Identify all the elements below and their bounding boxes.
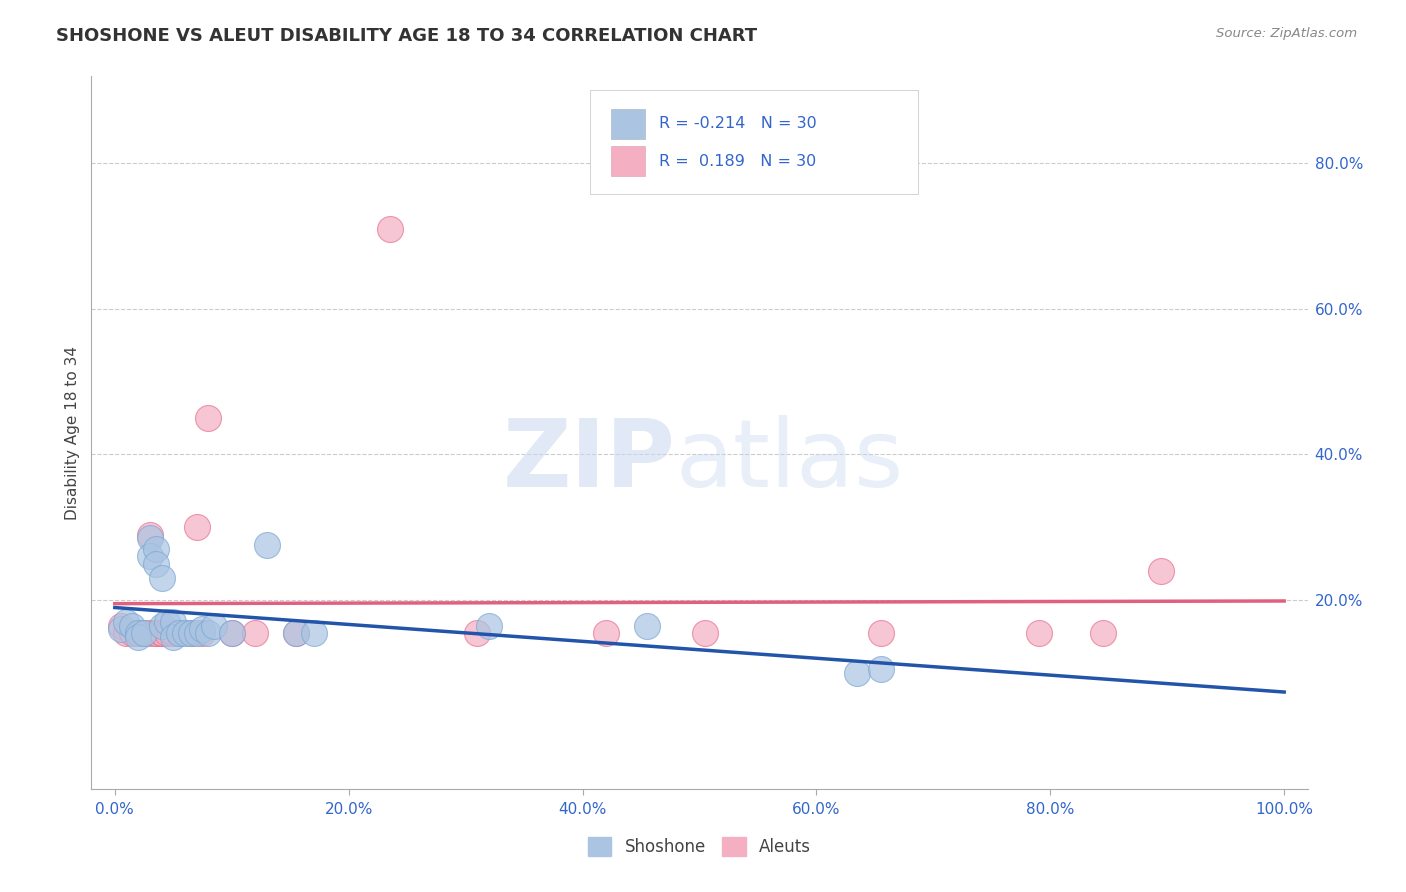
Point [186, 625, 208, 640]
Point [191, 622, 214, 636]
Point [139, 549, 162, 564]
Point [197, 625, 219, 640]
Point [167, 625, 190, 640]
Point [162, 630, 184, 644]
Point [174, 625, 197, 640]
Point [1091, 625, 1114, 640]
Point [121, 625, 143, 640]
Y-axis label: Disability Age 18 to 34: Disability Age 18 to 34 [65, 345, 80, 520]
Point [378, 221, 401, 235]
Text: Source: ZipAtlas.com: Source: ZipAtlas.com [1216, 27, 1357, 40]
Point [478, 618, 501, 632]
Point [285, 625, 308, 640]
Point [846, 665, 869, 680]
Point [110, 622, 132, 636]
Point [636, 618, 658, 632]
Point [202, 618, 225, 632]
Point [145, 542, 167, 557]
Point [1028, 625, 1050, 640]
Point [156, 625, 179, 640]
Point [869, 625, 891, 640]
Point [595, 625, 617, 640]
Point [145, 557, 167, 571]
Text: R =  0.189   N = 30: R = 0.189 N = 30 [659, 154, 817, 169]
Point [139, 625, 162, 640]
Point [127, 630, 149, 644]
Point [167, 625, 190, 640]
Bar [610, 109, 645, 138]
Point [221, 625, 243, 640]
Point [302, 625, 325, 640]
Point [191, 625, 214, 640]
Point [180, 625, 202, 640]
Point [256, 539, 278, 553]
Point [150, 625, 173, 640]
Text: ZIP: ZIP [502, 415, 675, 508]
Point [132, 625, 155, 640]
Point [150, 618, 173, 632]
Point [869, 662, 891, 676]
Bar [610, 146, 645, 177]
Point [145, 625, 167, 640]
Point [115, 625, 138, 640]
Text: SHOSHONE VS ALEUT DISABILITY AGE 18 TO 34 CORRELATION CHART: SHOSHONE VS ALEUT DISABILITY AGE 18 TO 3… [56, 27, 758, 45]
Legend: Shoshone, Aleuts: Shoshone, Aleuts [581, 830, 818, 863]
Point [285, 625, 308, 640]
Point [180, 625, 202, 640]
Point [150, 625, 173, 640]
Point [139, 531, 162, 545]
Point [197, 411, 219, 425]
Point [132, 625, 155, 640]
Point [121, 618, 143, 632]
Point [186, 520, 208, 534]
Point [162, 625, 184, 640]
Point [115, 615, 138, 629]
Text: R = -0.214   N = 30: R = -0.214 N = 30 [659, 116, 817, 131]
Point [1150, 564, 1173, 578]
Text: atlas: atlas [675, 415, 904, 508]
Point [243, 625, 266, 640]
Point [150, 571, 173, 585]
Point [145, 625, 167, 640]
Point [221, 625, 243, 640]
Point [110, 618, 132, 632]
Point [139, 527, 162, 541]
Point [127, 625, 149, 640]
Point [127, 625, 149, 640]
FancyBboxPatch shape [591, 90, 918, 194]
Point [162, 615, 184, 629]
Point [465, 625, 488, 640]
Point [156, 615, 179, 629]
Point [695, 625, 717, 640]
Point [150, 625, 173, 640]
